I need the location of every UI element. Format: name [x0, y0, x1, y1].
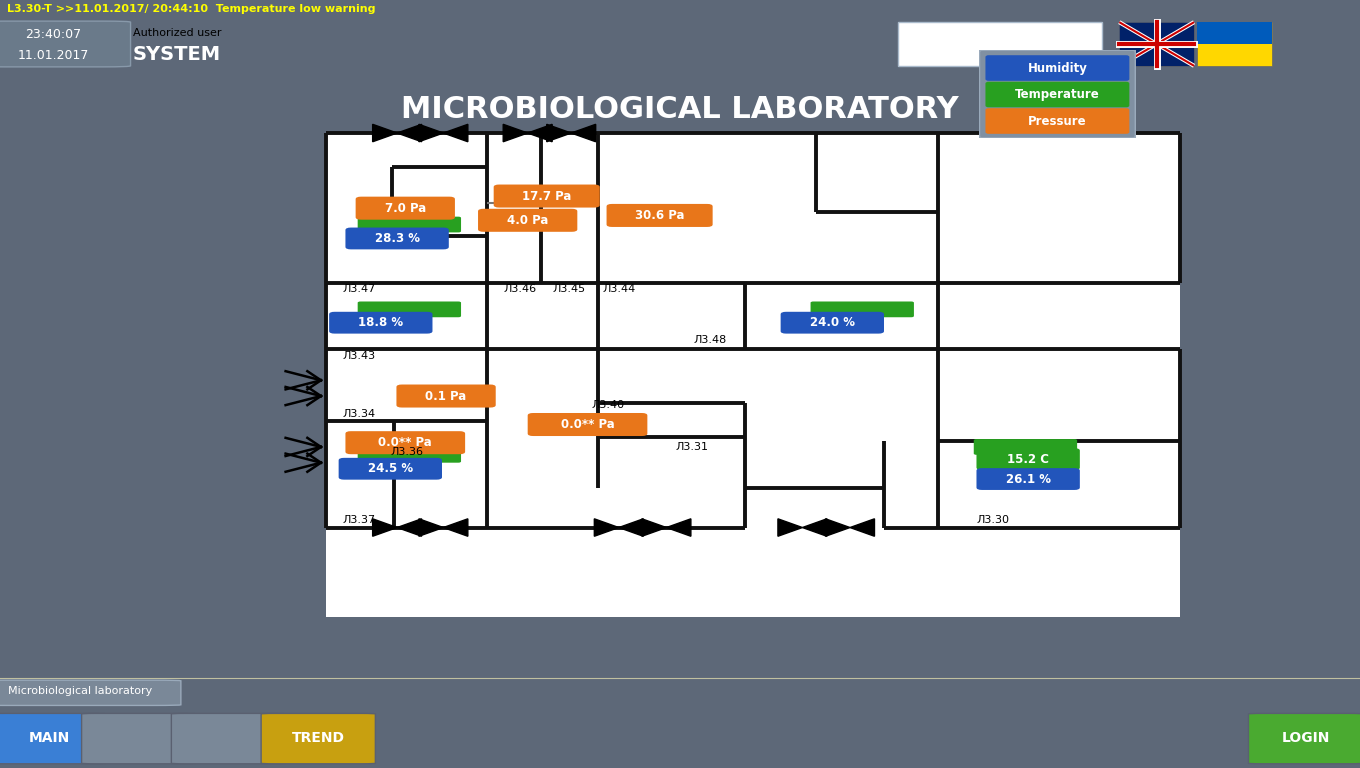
FancyBboxPatch shape [494, 184, 600, 207]
Polygon shape [571, 124, 596, 142]
Text: 28.3 %: 28.3 % [374, 232, 420, 245]
FancyBboxPatch shape [171, 713, 286, 764]
Text: LOGIN: LOGIN [1281, 731, 1330, 745]
Text: Л3.48: Л3.48 [694, 335, 726, 345]
Text: Л3.40: Л3.40 [592, 399, 624, 409]
Text: Humidity: Humidity [1027, 61, 1088, 74]
Text: 24.0 %: 24.0 % [809, 316, 855, 329]
Text: Temperature: Temperature [1015, 88, 1100, 101]
FancyBboxPatch shape [976, 449, 1080, 470]
Bar [326, 133, 1180, 617]
Text: Л3.43: Л3.43 [343, 351, 375, 361]
Text: Л3.45: Л3.45 [552, 284, 585, 294]
Polygon shape [503, 124, 528, 142]
Text: 4.0 Pa: 4.0 Pa [507, 214, 548, 227]
Text: Л3.31: Л3.31 [676, 442, 709, 452]
Bar [1119, 22, 1194, 44]
Text: Л3.46: Л3.46 [503, 284, 536, 294]
FancyBboxPatch shape [261, 713, 375, 764]
FancyBboxPatch shape [528, 413, 647, 436]
Polygon shape [619, 519, 643, 536]
Text: TREND: TREND [292, 731, 344, 745]
Text: 15.2 C: 15.2 C [1008, 452, 1049, 465]
Bar [1197, 22, 1272, 44]
Text: 0.1 Pa: 0.1 Pa [426, 389, 466, 402]
Text: Л3.34: Л3.34 [343, 409, 375, 419]
Text: 26.1 %: 26.1 % [1005, 472, 1051, 485]
Text: Л3.44: Л3.44 [602, 284, 635, 294]
FancyBboxPatch shape [1248, 713, 1360, 764]
Text: 11.01.2017: 11.01.2017 [18, 49, 88, 62]
Text: Л3.37: Л3.37 [343, 515, 375, 525]
Polygon shape [802, 519, 827, 536]
FancyBboxPatch shape [986, 108, 1129, 134]
FancyBboxPatch shape [479, 209, 578, 232]
Text: 17.7 Pa: 17.7 Pa [522, 190, 571, 203]
Polygon shape [826, 519, 850, 536]
Polygon shape [666, 519, 691, 536]
Polygon shape [850, 519, 874, 536]
Text: Authorized user: Authorized user [132, 28, 222, 38]
Text: SYSTEM: SYSTEM [133, 45, 220, 64]
Polygon shape [528, 124, 552, 142]
FancyBboxPatch shape [0, 713, 106, 764]
Text: 23:40:07: 23:40:07 [24, 28, 82, 41]
FancyBboxPatch shape [979, 50, 1136, 138]
Polygon shape [397, 124, 422, 142]
Text: Л3.30: Л3.30 [976, 515, 1009, 525]
FancyBboxPatch shape [781, 312, 884, 333]
FancyBboxPatch shape [358, 447, 461, 462]
FancyBboxPatch shape [607, 204, 713, 227]
Bar [1119, 22, 1194, 66]
Text: MAIN: MAIN [29, 731, 69, 745]
FancyBboxPatch shape [82, 713, 196, 764]
Text: 24.5 %: 24.5 % [367, 462, 413, 475]
FancyBboxPatch shape [345, 227, 449, 250]
Text: Pressure: Pressure [1028, 114, 1087, 127]
FancyBboxPatch shape [811, 302, 914, 317]
Text: Microbiological laboratory: Microbiological laboratory [8, 687, 152, 697]
Polygon shape [373, 519, 397, 536]
FancyBboxPatch shape [974, 439, 1077, 455]
Polygon shape [594, 519, 619, 536]
FancyBboxPatch shape [329, 312, 432, 333]
FancyBboxPatch shape [358, 302, 461, 317]
Text: L3.30-T >>11.01.2017/ 20:44:10  Temperature low warning: L3.30-T >>11.01.2017/ 20:44:10 Temperatu… [7, 4, 375, 14]
Polygon shape [443, 519, 468, 536]
FancyBboxPatch shape [345, 431, 465, 454]
FancyBboxPatch shape [358, 217, 461, 233]
Polygon shape [397, 519, 422, 536]
FancyBboxPatch shape [339, 458, 442, 480]
FancyBboxPatch shape [397, 385, 495, 408]
Text: 0.0** Pa: 0.0** Pa [378, 436, 432, 449]
Text: 7.0 Pa: 7.0 Pa [385, 202, 426, 215]
Polygon shape [419, 124, 443, 142]
Polygon shape [547, 124, 571, 142]
FancyBboxPatch shape [355, 197, 454, 220]
Text: Л3.47: Л3.47 [343, 284, 375, 294]
FancyBboxPatch shape [976, 468, 1080, 490]
Text: 30.6 Pa: 30.6 Pa [635, 209, 684, 222]
Text: 18.8 %: 18.8 % [358, 316, 404, 329]
Polygon shape [419, 519, 443, 536]
Text: 0.0** Pa: 0.0** Pa [560, 418, 615, 431]
Polygon shape [642, 519, 666, 536]
Polygon shape [443, 124, 468, 142]
Text: Л3.36: Л3.36 [390, 447, 423, 457]
Polygon shape [373, 124, 397, 142]
FancyBboxPatch shape [0, 680, 181, 706]
FancyBboxPatch shape [986, 55, 1129, 81]
Text: MICROBIOLOGICAL LABORATORY: MICROBIOLOGICAL LABORATORY [401, 95, 959, 124]
FancyBboxPatch shape [986, 81, 1129, 108]
FancyBboxPatch shape [0, 22, 131, 67]
Bar [1197, 22, 1272, 66]
Polygon shape [778, 519, 802, 536]
